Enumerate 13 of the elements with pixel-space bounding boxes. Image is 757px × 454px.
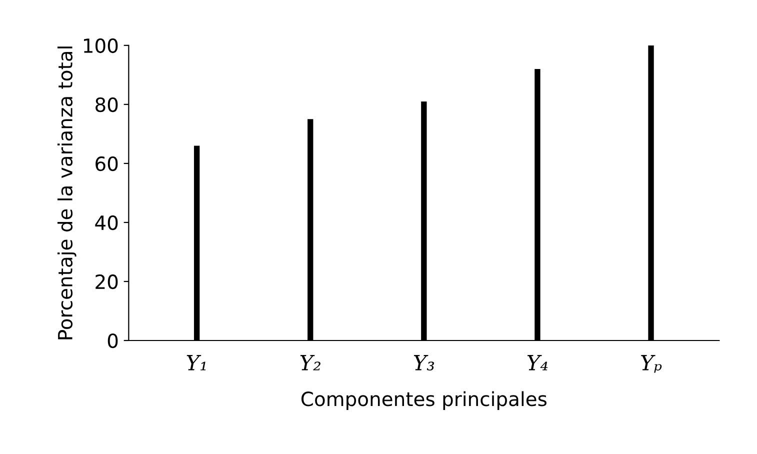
y-tick-label: 80	[96, 97, 118, 112]
y-tick-label: 40	[95, 215, 118, 230]
y-axis-title: Porcentaje de la varianza total	[57, 46, 76, 340]
y-tick-label: 100	[84, 38, 118, 54]
x-axis-title: Componentes principales	[301, 391, 547, 410]
y-tick-label: 20	[96, 274, 118, 290]
x-tick-label: Y₃	[414, 355, 434, 370]
x-tick-label: Y₂	[300, 355, 320, 370]
x-tick-label: Y₄	[527, 355, 548, 370]
x-tick-label: Yₚ	[641, 355, 662, 373]
y-tick-label: 0	[108, 333, 118, 348]
x-tick-label: Y₁	[186, 355, 206, 370]
y-tick-label: 60	[96, 156, 118, 172]
